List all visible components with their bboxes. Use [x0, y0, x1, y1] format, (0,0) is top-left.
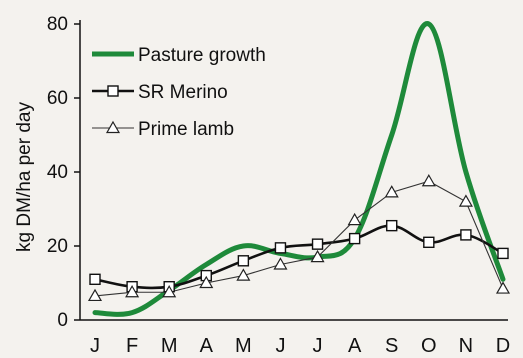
marker-layer [87, 174, 511, 302]
y-tick-label: 20 [47, 236, 68, 257]
y-axis-title: kg DM/ha per day [14, 102, 35, 252]
prime-lamb-point [87, 288, 103, 302]
legend: Pasture growth SR Merino Prime lamb [92, 45, 266, 140]
prime-lamb-point [347, 212, 362, 226]
x-tick-label: M [161, 335, 178, 357]
sr-merino-point [274, 242, 287, 254]
prime-lamb-point [421, 174, 436, 187]
prime-lamb-line [94, 180, 504, 297]
x-tick-label: M [235, 335, 252, 357]
sr-merino-point [497, 247, 509, 260]
series-layer [92, 21, 506, 317]
x-tick-label: J [313, 335, 323, 357]
prime-lamb-point [162, 285, 177, 298]
x-tick-label: D [496, 335, 510, 357]
legend-marker-prime-lamb [105, 120, 121, 134]
x-tick-label: N [459, 335, 473, 357]
legend-label-sr-merino: SR Merino [138, 82, 228, 103]
prime-lamb-point [495, 281, 511, 294]
x-tick-label: F [126, 335, 138, 357]
legend-label-pasture-growth: Pasture growth [138, 45, 266, 66]
y-tick-label: 60 [47, 88, 68, 109]
y-tick-label: 80 [47, 14, 68, 35]
legend-label-prime-lamb: Prime lamb [138, 119, 234, 140]
sr-merino-point [386, 219, 398, 232]
sr-merino-point [348, 232, 361, 245]
prime-lamb-point [310, 249, 325, 263]
y-tick-label: 0 [57, 310, 68, 331]
x-tick-label: O [421, 335, 437, 357]
y-tick-label: 40 [47, 162, 68, 183]
prime-lamb-point [125, 285, 140, 298]
pasture-growth-line [92, 21, 506, 317]
prime-lamb-point [384, 185, 399, 198]
x-tick-label: A [348, 335, 362, 357]
sr-merino-point [311, 238, 324, 250]
x-tick-label: A [200, 335, 214, 357]
x-tick-label: J [275, 335, 285, 357]
prime-lamb-point [458, 194, 473, 207]
x-tick-label: S [385, 335, 398, 357]
x-tick-label: J [90, 335, 100, 357]
prime-lamb-point [236, 268, 251, 281]
legend-marker-sr-merino [107, 85, 119, 97]
sr-merino-point [89, 273, 101, 285]
sr-merino-point [423, 236, 435, 249]
prime-lamb-point [273, 257, 288, 270]
prime-lamb-point [199, 275, 214, 289]
sr-merino-point [237, 255, 250, 267]
sr-merino-point [460, 229, 472, 241]
